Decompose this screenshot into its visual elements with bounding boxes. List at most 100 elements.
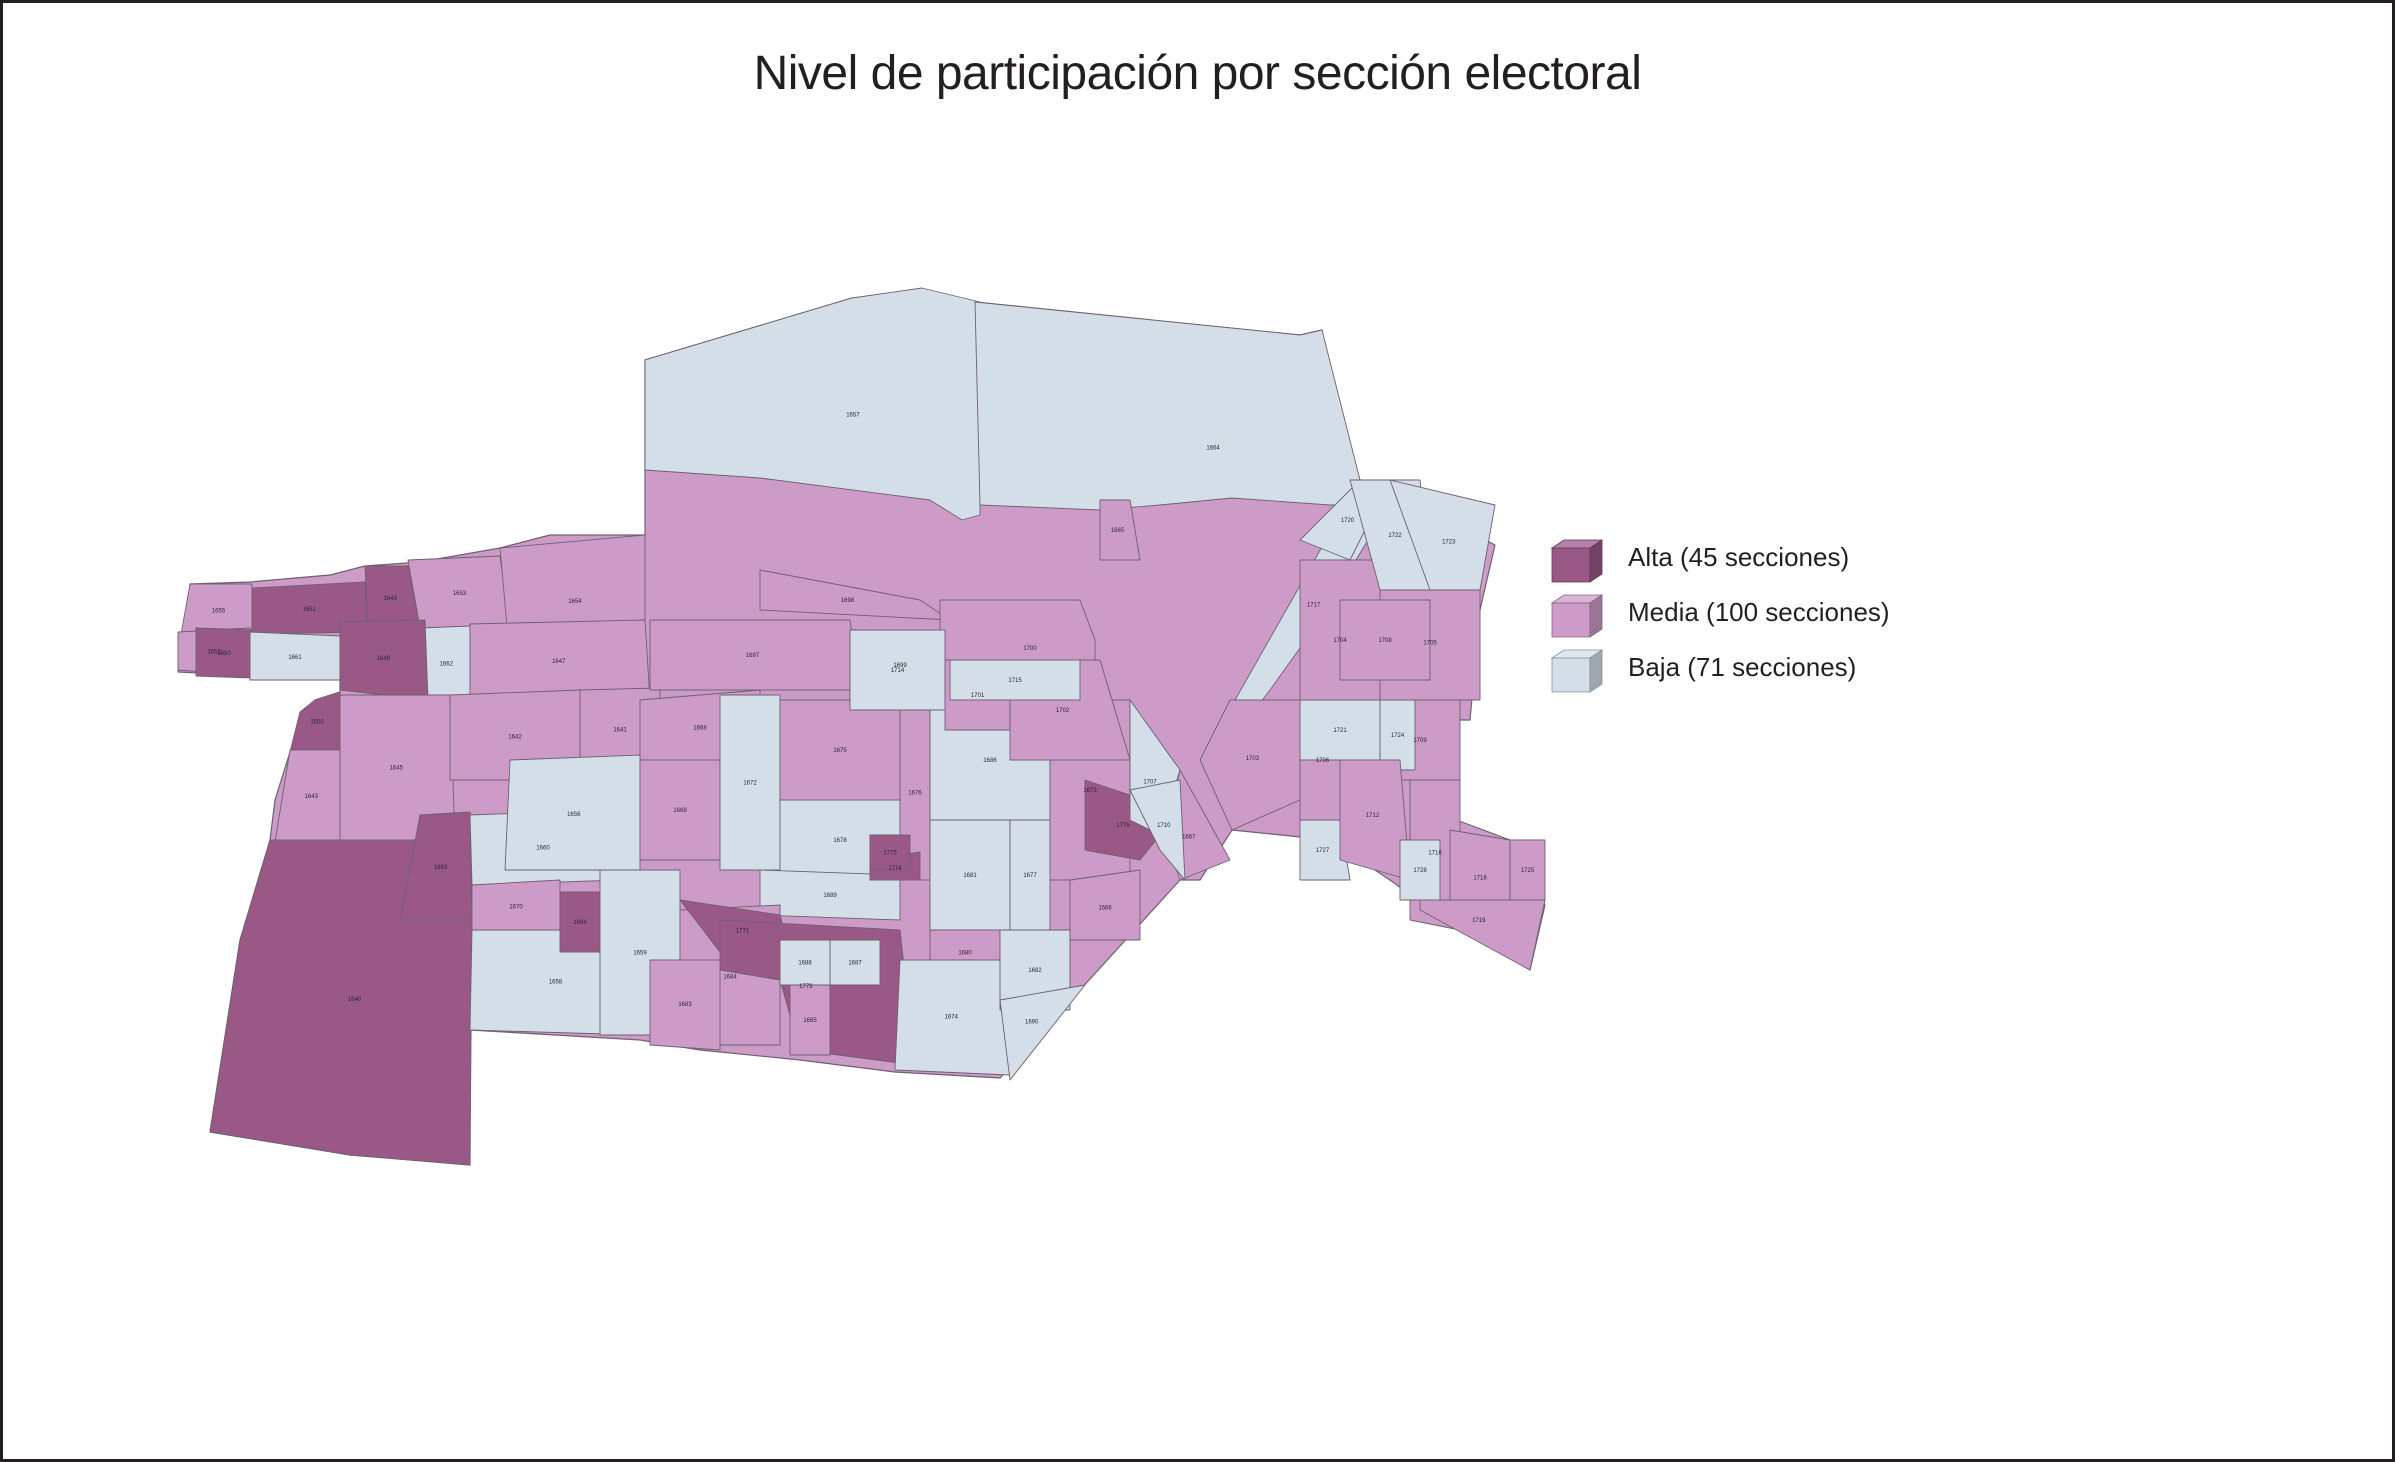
district-block-baja <box>1389 479 1496 591</box>
legend: Alta (45 secciones) Media (100 secciones… <box>1550 536 1970 701</box>
section-number-label: 1725 <box>1521 868 1535 874</box>
section-number-label: 1694 <box>573 920 587 926</box>
section-number-label: 1681 <box>963 873 977 879</box>
legend-item-media: Media (100 secciones) <box>1550 591 1970 646</box>
district-block-media <box>1509 839 1546 901</box>
section-number-label: 1651 <box>303 607 317 613</box>
section-number-label: 1724 <box>1391 733 1405 739</box>
section-number-label: 1676 <box>908 791 922 797</box>
section-number-label: 1727 <box>1316 848 1330 854</box>
section-number-label: 1715 <box>1008 678 1022 684</box>
district-block-baja <box>999 984 1086 1081</box>
district-block-alta <box>869 834 911 871</box>
district-block-media <box>1099 499 1141 561</box>
section-number-label: 1722 <box>1388 533 1402 539</box>
section-number-label: 1719 <box>1472 918 1486 924</box>
section-number-label: 1658 <box>549 979 563 985</box>
section-number-label: 1640 <box>348 997 362 1003</box>
section-number-label: 1655 <box>212 609 226 615</box>
section-number-label: 1723 <box>1442 539 1456 545</box>
district-block-baja <box>849 629 946 711</box>
district-block-baja <box>829 939 881 986</box>
section-number-label: 1718 <box>1473 876 1487 882</box>
section-number-label: 1712 <box>1366 813 1380 819</box>
legend-item-baja: Baja (71 secciones) <box>1550 646 1970 701</box>
section-number-label: 1642 <box>508 734 522 740</box>
section-number-label: 1668 <box>693 726 707 732</box>
district-block-baja <box>1129 779 1186 881</box>
section-number-label: 1704 <box>1333 638 1347 644</box>
section-number-label: 1666 <box>1098 906 1112 912</box>
alta-swatch-icon <box>1550 539 1604 583</box>
section-number-label: 1677 <box>1023 873 1037 879</box>
section-number-label: 1662 <box>440 662 454 668</box>
legend-label-baja: Baja (71 secciones) <box>1628 652 1857 682</box>
section-number-label: 1657 <box>846 413 860 419</box>
section-number-label: 1675 <box>833 748 847 754</box>
section-number-label: 1684 <box>723 974 737 980</box>
section-number-label: 1650 <box>217 651 231 657</box>
section-number-label: 1702 <box>1056 708 1070 714</box>
section-number-label: 1685 <box>803 1018 817 1024</box>
section-number-label: 1686 <box>983 758 997 764</box>
section-number-label: 1716 <box>1428 851 1442 857</box>
section-number-label: 1652 <box>207 650 221 656</box>
section-number-label: 1690 <box>1025 1020 1039 1026</box>
baja-swatch-icon <box>1550 649 1604 693</box>
district-block-media <box>1339 599 1431 681</box>
district-block-baja <box>644 287 981 521</box>
section-number-label: 1670 <box>509 904 523 910</box>
section-number-label: 1661 <box>288 655 302 661</box>
section-number-label: 1697 <box>746 653 760 659</box>
section-number-label: 1659 <box>633 951 647 957</box>
map-title: Nivel de participación por sección elect… <box>753 47 1642 100</box>
section-number-label: 1649 <box>384 596 398 602</box>
legend-label-media: Media (100 secciones) <box>1628 597 1890 627</box>
section-number-label: 1721 <box>1333 728 1347 734</box>
district-block-baja <box>1299 819 1351 881</box>
section-number-label: 1708 <box>1378 638 1392 644</box>
section-number-label: 1672 <box>743 781 757 787</box>
section-number-label: 1667 <box>1182 834 1196 840</box>
district-block-media <box>1339 759 1411 881</box>
section-number-label: 1771 <box>736 929 750 935</box>
section-number-label: 1703 <box>1246 756 1260 762</box>
district-block-baja <box>999 929 1071 1011</box>
section-number-label: 1706 <box>1316 758 1330 764</box>
section-number-label: 1698 <box>841 598 855 604</box>
section-number-label: 1645 <box>390 766 404 772</box>
section-number-label: 1700 <box>1023 646 1037 652</box>
section-number-label: 1641 <box>613 728 627 734</box>
section-number-label: 1680 <box>958 951 972 957</box>
section-number-label: 1774 <box>888 866 902 872</box>
district-block-baja <box>504 754 641 871</box>
section-number-label: 1701 <box>971 693 985 699</box>
media-swatch-icon <box>1550 594 1604 638</box>
section-number-label: 1664 <box>1206 446 1220 452</box>
section-number-label: 1705 <box>1423 641 1437 647</box>
district-block-media <box>789 984 831 1056</box>
district-block-media <box>1069 869 1141 941</box>
section-number-label: 1728 <box>1413 868 1427 874</box>
section-number-label: 1776 <box>1116 823 1130 829</box>
section-number-label: 1674 <box>945 1014 959 1020</box>
section-number-label: 1773 <box>799 984 813 990</box>
section-number-label: 1720 <box>1341 518 1355 524</box>
section-number-label: 1775 <box>883 851 897 857</box>
district-block-baja <box>1379 699 1416 771</box>
legend-label-alta: Alta (45 secciones) <box>1628 542 1850 572</box>
section-number-label: 1687 <box>848 961 862 967</box>
district-block-baja <box>759 869 901 921</box>
section-number-label: 1709 <box>1413 738 1427 744</box>
section-number-label: 1699 <box>893 663 907 669</box>
section-number-label: 1656 <box>567 812 581 818</box>
section-number-label: 1653 <box>453 591 467 597</box>
section-number-label: 1682 <box>1028 968 1042 974</box>
section-number-label: 1683 <box>678 1002 692 1008</box>
section-number-label: 1669 <box>673 808 687 814</box>
section-number-label: 1707 <box>1143 779 1157 785</box>
district-block-media <box>649 959 721 1051</box>
section-number-label: 1714 <box>891 668 905 674</box>
district-block-baja <box>974 301 1373 511</box>
section-number-label: 1663 <box>434 865 448 871</box>
